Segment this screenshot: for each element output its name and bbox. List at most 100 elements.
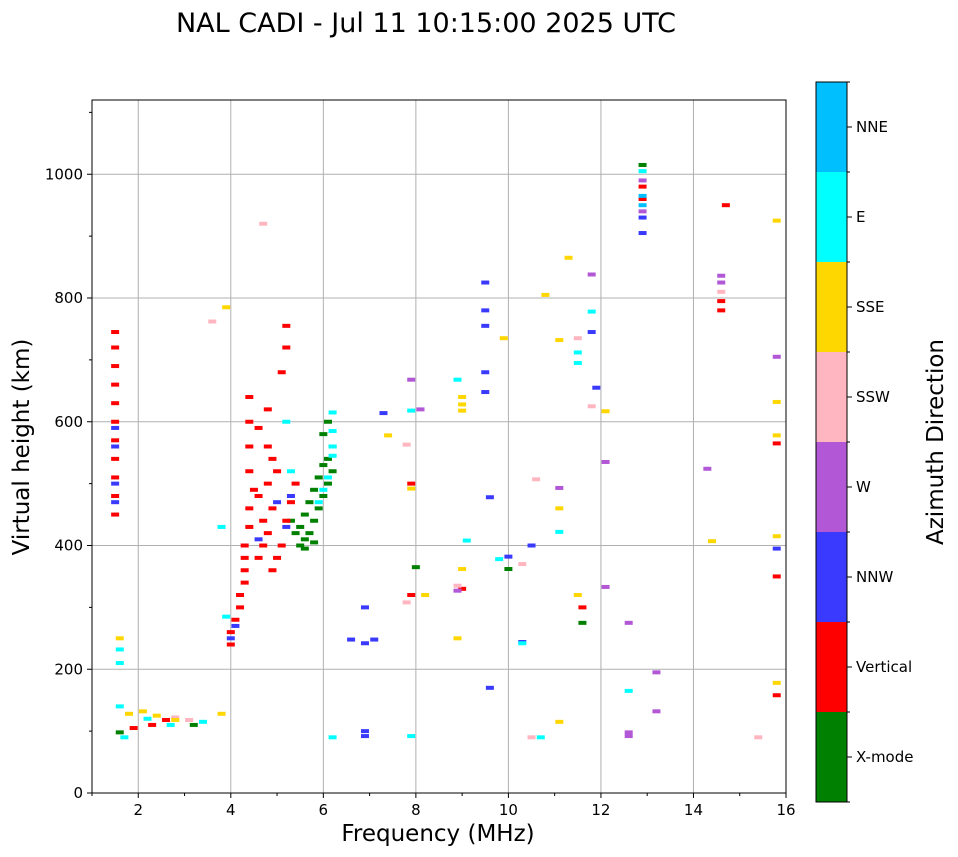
data-point-sse (421, 593, 430, 597)
data-point-w (624, 620, 633, 625)
data-point-sse (601, 409, 610, 414)
data-point-vertical (772, 574, 781, 579)
data-point-x-mode (323, 481, 332, 486)
x-tick-label: 8 (411, 801, 421, 819)
data-point-x-mode (578, 620, 587, 625)
data-point-x-mode (305, 531, 314, 536)
data-point-ssw (573, 336, 582, 341)
data-point-vertical (578, 605, 587, 610)
data-point-e (328, 444, 337, 449)
data-point-vertical (407, 481, 416, 486)
data-point-w (624, 730, 633, 735)
data-point-vertical (259, 543, 268, 548)
data-point-x-mode (323, 456, 332, 461)
colorbar-tick-label: E (856, 208, 865, 226)
data-point-x-mode (310, 487, 319, 492)
data-point-x-mode (314, 506, 323, 511)
data-point-e (587, 309, 596, 314)
data-point-vertical (245, 444, 254, 449)
data-point-vertical (717, 299, 726, 304)
data-point-x-mode (328, 469, 337, 474)
data-point-nnw (592, 385, 601, 390)
data-point-sse (499, 336, 508, 341)
data-point-vertical (277, 370, 286, 375)
colorbar-segment (816, 622, 847, 712)
data-point-ssw (402, 442, 411, 447)
data-point-ssw (587, 404, 596, 409)
data-point-x-mode (286, 518, 295, 523)
colorbar-segment (816, 442, 847, 532)
data-point-e (143, 716, 152, 721)
data-point-vertical (772, 693, 781, 698)
data-point-sse (772, 680, 781, 685)
data-point-e (286, 469, 295, 474)
data-point-nnw (527, 543, 536, 548)
data-point-vertical (772, 441, 781, 446)
data-point-e (328, 735, 337, 740)
data-point-vertical (254, 425, 263, 430)
data-point-nne (638, 193, 647, 198)
colorbar-segment (816, 172, 847, 262)
data-point-vertical (236, 605, 245, 610)
data-point-x-mode (411, 565, 420, 570)
colorbar-segment (816, 82, 847, 172)
data-point-sse (115, 636, 124, 641)
data-point-sse (125, 711, 134, 716)
data-point-e (328, 453, 337, 458)
data-point-e (199, 719, 208, 724)
data-point-vertical (240, 543, 249, 548)
data-point-sse (458, 402, 467, 407)
data-point-e (495, 557, 504, 562)
data-point-vertical (226, 642, 235, 647)
data-point-vertical (282, 345, 291, 350)
data-point-w (587, 272, 596, 277)
data-point-ssw (171, 715, 180, 720)
data-point-w (703, 466, 712, 471)
data-point-e (314, 500, 323, 505)
data-point-w (652, 670, 661, 675)
axis-ticks: 2 4 6 8 10 12 14 16 0 200 400 600 800 1000 (45, 111, 796, 819)
data-point-vertical (268, 506, 277, 511)
data-point-w (624, 734, 633, 739)
data-point-nnw (286, 494, 295, 498)
data-point-vertical (259, 518, 268, 523)
data-point-sse (458, 408, 467, 413)
data-point-e (462, 538, 471, 543)
data-point-vertical (245, 395, 254, 399)
data-point-vertical (111, 419, 120, 424)
data-point-vertical (249, 487, 258, 492)
data-point-vertical (240, 555, 249, 560)
data-point-sse (453, 636, 462, 641)
y-tick-label: 200 (54, 660, 83, 678)
data-point-vertical (268, 456, 277, 461)
data-point-nnw (273, 500, 282, 505)
data-point-e (573, 350, 582, 355)
data-point-vertical (263, 407, 272, 412)
data-point-e (217, 524, 226, 529)
data-point-vertical (263, 481, 272, 486)
colorbar-segment (816, 262, 847, 352)
data-point-vertical (282, 518, 291, 523)
data-point-ssw (717, 289, 726, 294)
data-point-e (555, 529, 564, 534)
data-point-nne (638, 203, 647, 208)
data-point-e (282, 419, 291, 424)
data-point-nnw (360, 734, 369, 739)
data-point-vertical (111, 512, 120, 517)
data-point-ssw (453, 583, 462, 588)
colorbar-tick-label: Vertical (856, 658, 912, 676)
data-point-vertical (638, 184, 647, 189)
data-point-sse (564, 255, 573, 260)
data-point-x-mode (310, 518, 319, 523)
data-point-e (638, 169, 647, 174)
data-point-w (555, 485, 564, 490)
data-point-e (115, 704, 124, 709)
data-point-nnw (638, 215, 647, 220)
data-point-e (453, 377, 462, 382)
x-tick-label: 12 (591, 801, 610, 819)
data-point-sse (555, 506, 564, 511)
data-point-nnw (481, 390, 490, 395)
data-point-nnw (282, 524, 291, 529)
data-point-nnw (481, 323, 490, 328)
data-point-nnw (587, 330, 596, 335)
